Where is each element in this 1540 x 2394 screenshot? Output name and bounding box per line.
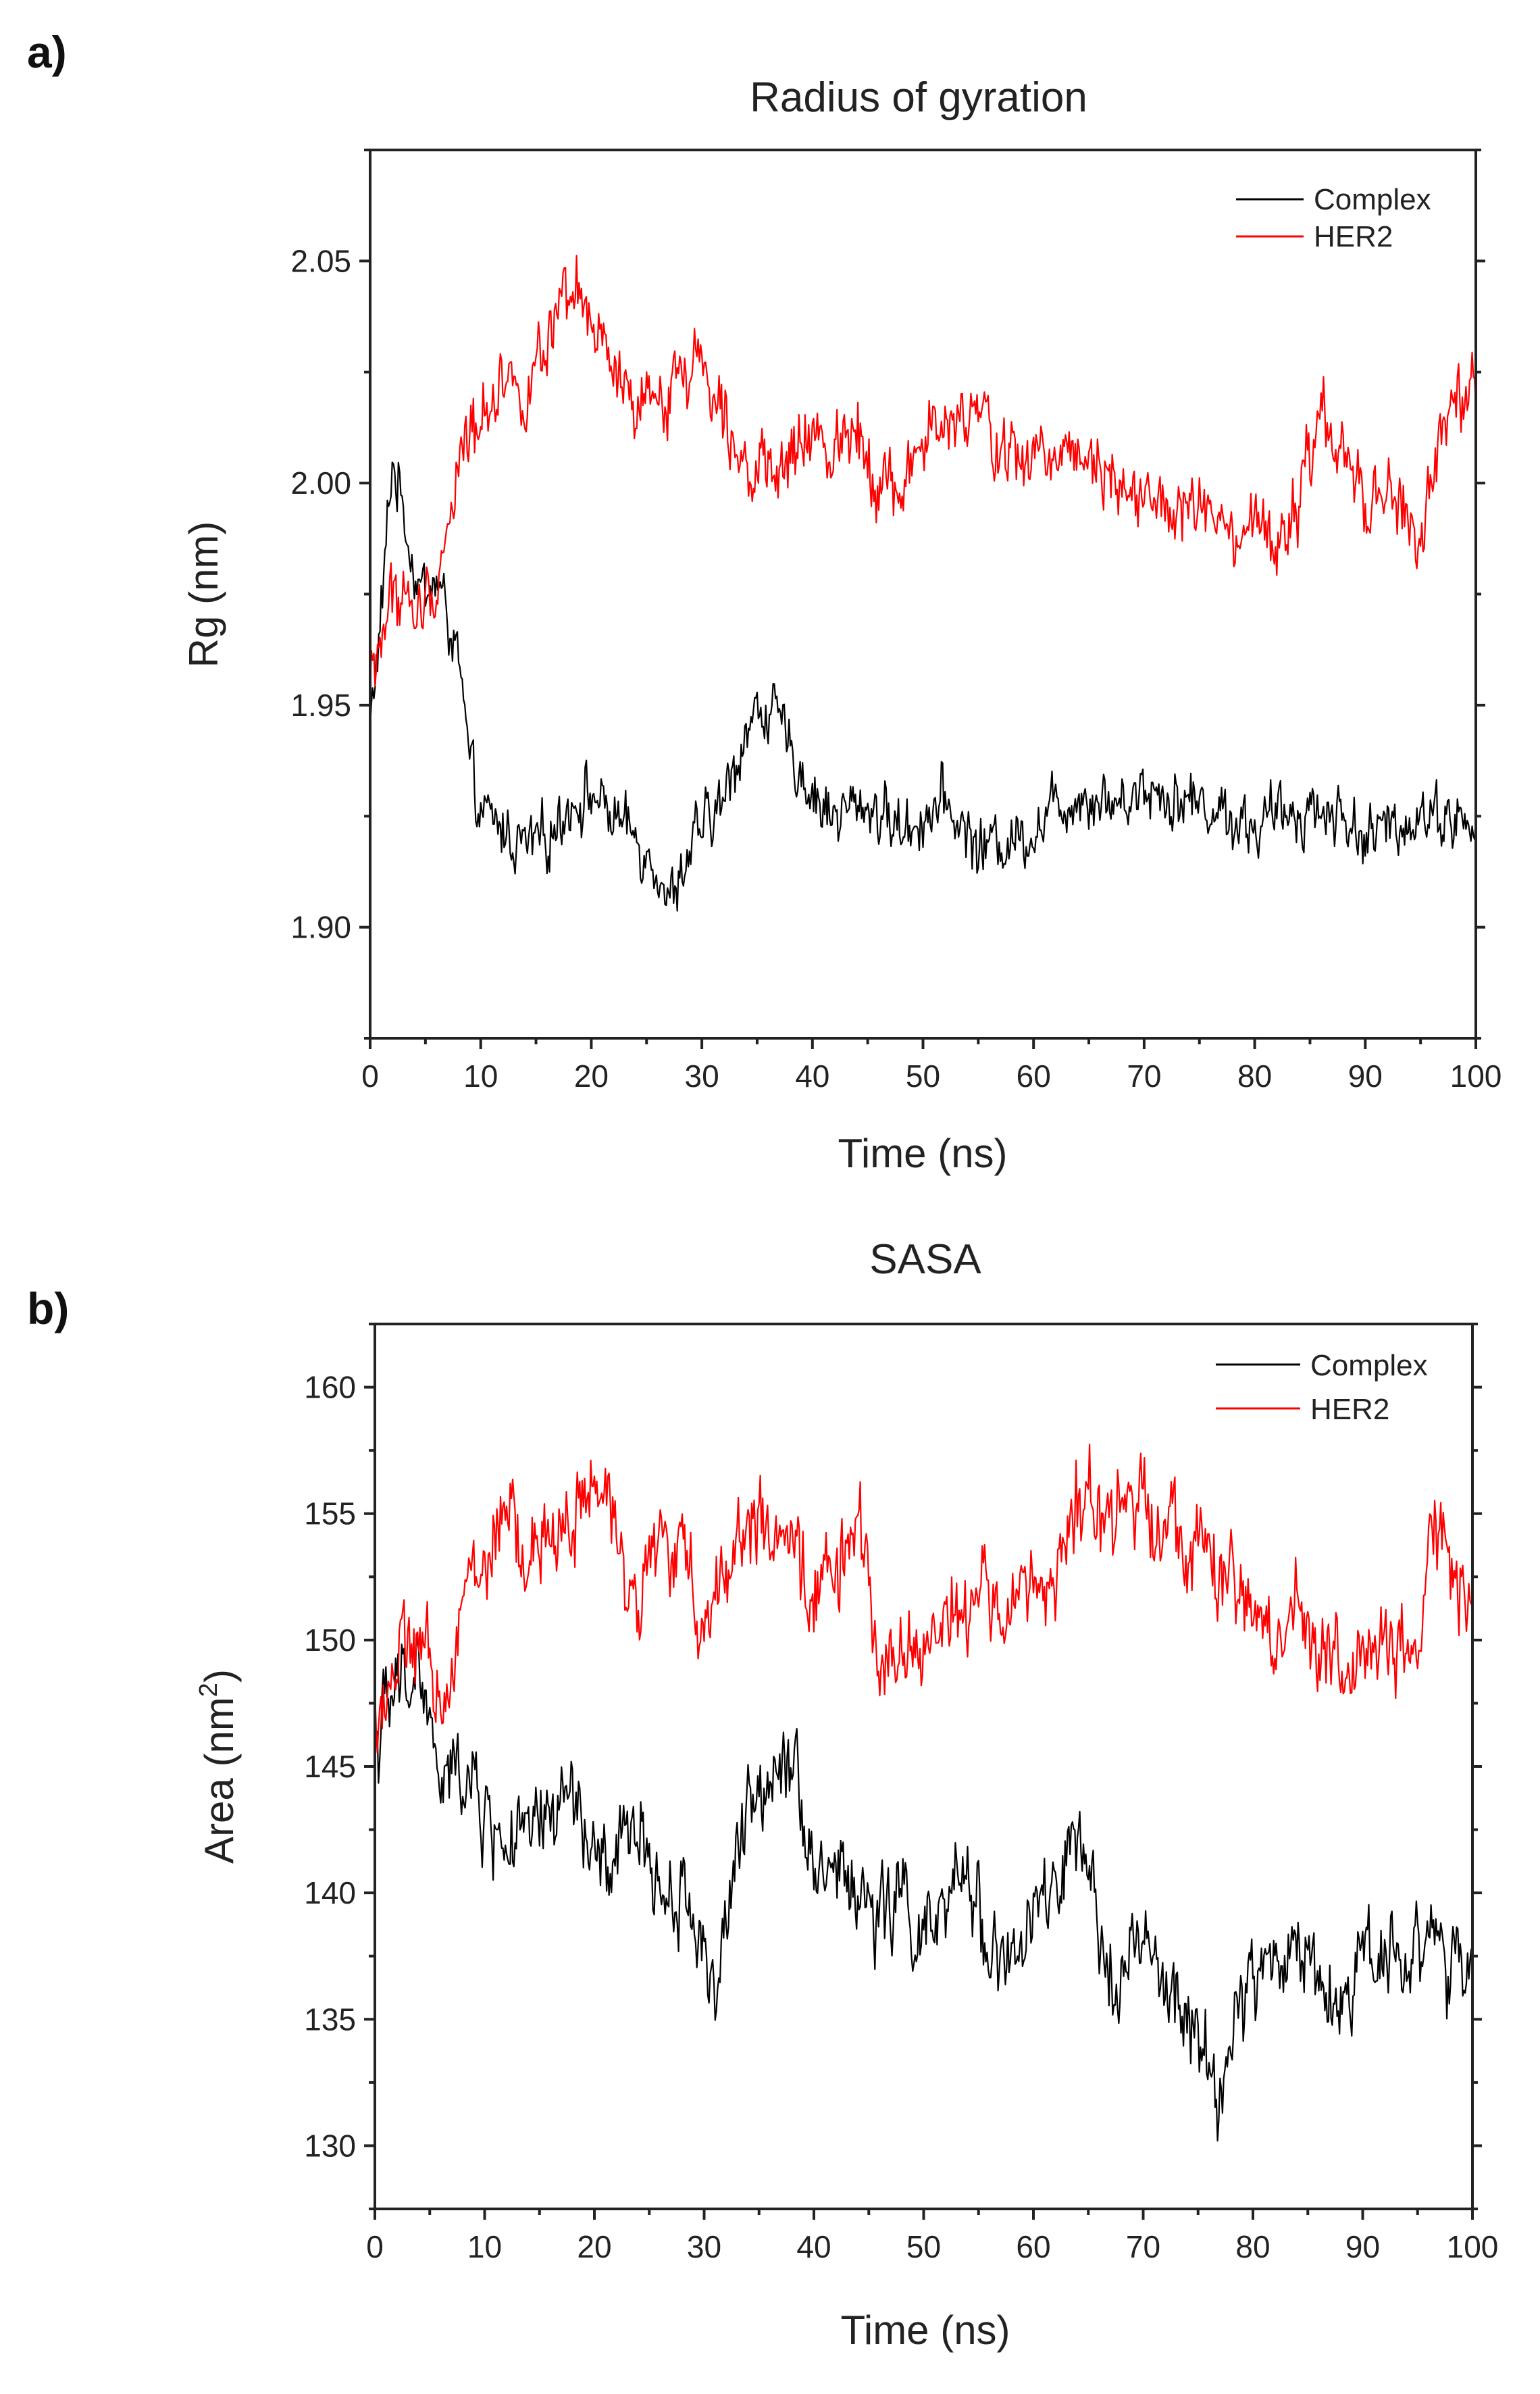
panel-a-y-ticks: 1.90 1.95 2.00 2.05 [290, 149, 1485, 1040]
x-tick-label: 10 [467, 2229, 502, 2264]
x-tick-label: 40 [795, 1059, 829, 1094]
y-tick-label: 140 [304, 1875, 356, 1910]
x-tick-label: 60 [1017, 1059, 1051, 1094]
x-tick-label: 50 [906, 2229, 941, 2264]
x-tick-label: 100 [1447, 2229, 1499, 2264]
legend-label-complex: Complex [1314, 183, 1431, 216]
y-tick-label: 2.05 [290, 243, 351, 278]
y-tick-label: 150 [304, 1623, 356, 1658]
x-tick-label: 20 [577, 2229, 611, 2264]
series-line-her2 [369, 255, 1477, 688]
panel-a-plot-frame [369, 149, 1477, 1040]
panel-b-y-axis-label-sup: 2 [195, 1683, 223, 1697]
panel-a-series-group [369, 255, 1477, 912]
x-tick-label: 50 [906, 1059, 940, 1094]
series-line-her2 [374, 1444, 1474, 1754]
x-tick-label: 10 [463, 1059, 498, 1094]
panel-a-x-axis-label: Time (ns) [838, 1131, 1007, 1176]
x-tick-label: 30 [685, 1059, 719, 1094]
panel-b-plot-frame [374, 1323, 1474, 2210]
y-tick-label: 145 [304, 1749, 356, 1784]
x-tick-label: 30 [687, 2229, 721, 2264]
x-tick-label: 60 [1016, 2229, 1050, 2264]
panel-a-legend: Complex HER2 [1236, 183, 1431, 253]
x-tick-label: 0 [361, 1059, 379, 1094]
panel-a-title: Radius of gyration [750, 74, 1087, 121]
series-line-complex [374, 1635, 1474, 2142]
y-tick-label: 155 [304, 1496, 356, 1531]
panel-b-y-axis-label-main: Area (nm [197, 1697, 242, 1864]
panel-b-y-ticks: 130 135 140 145 150 155 160 [304, 1323, 1482, 2210]
panel-b-series-group [374, 1444, 1474, 2142]
panel-a-rg-chart: a) Radius of gyration 0 10 20 30 40 50 60 70 80 9… [27, 27, 1502, 1176]
y-tick-label: 130 [304, 2128, 356, 2163]
legend-label-complex: Complex [1310, 1349, 1428, 1382]
y-tick-label: 1.95 [290, 688, 351, 723]
panel-a-y-axis-label: Rg (nm) [181, 521, 226, 668]
x-tick-label: 70 [1126, 2229, 1160, 2264]
y-tick-label: 160 [304, 1370, 356, 1405]
legend-label-her2: HER2 [1310, 1393, 1389, 1426]
panel-b-legend: Complex HER2 [1216, 1349, 1428, 1426]
panel-b-label: b) [27, 1283, 69, 1333]
panel-a-label: a) [27, 27, 67, 77]
panel-b-sasa-chart: b) SASA 0 10 20 30 40 50 60 70 80 90 100 130 135 140… [27, 1236, 1498, 2353]
x-tick-label: 80 [1235, 2229, 1270, 2264]
panel-b-x-axis-label: Time (ns) [840, 2308, 1010, 2353]
panel-b-y-axis-label-close: ) [197, 1669, 242, 1683]
panel-b-x-ticks: 0 10 20 30 40 50 60 70 80 90 100 [366, 2209, 1498, 2264]
y-tick-label: 135 [304, 2002, 356, 2037]
x-tick-label: 90 [1345, 2229, 1380, 2264]
panel-b-y-axis-label: Area (nm2) [195, 1669, 242, 1864]
x-tick-label: 20 [574, 1059, 609, 1094]
x-tick-label: 70 [1127, 1059, 1161, 1094]
series-line-complex [369, 461, 1477, 912]
panel-b-title: SASA [869, 1236, 981, 1283]
x-tick-label: 90 [1348, 1059, 1383, 1094]
x-tick-label: 0 [366, 2229, 384, 2264]
x-tick-label: 100 [1450, 1059, 1502, 1094]
legend-label-her2: HER2 [1314, 220, 1393, 253]
x-tick-label: 40 [796, 2229, 831, 2264]
panel-a-x-ticks: 0 10 20 30 40 50 60 70 80 90 100 [361, 1038, 1502, 1094]
x-tick-label: 80 [1237, 1059, 1272, 1094]
y-tick-label: 2.00 [290, 465, 351, 501]
y-tick-label: 1.90 [290, 910, 351, 945]
